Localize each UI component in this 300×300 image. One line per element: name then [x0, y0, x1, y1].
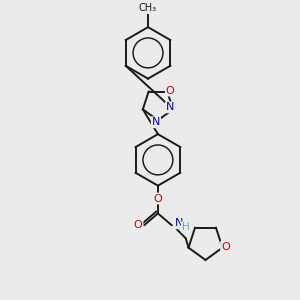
Text: O: O [221, 242, 230, 252]
Text: O: O [134, 220, 142, 230]
Text: CH₃: CH₃ [139, 3, 157, 13]
Text: O: O [154, 194, 162, 203]
Text: N: N [166, 102, 174, 112]
Text: N: N [175, 218, 183, 228]
Text: O: O [166, 85, 175, 96]
Text: N: N [152, 117, 160, 127]
Text: H: H [182, 222, 190, 232]
